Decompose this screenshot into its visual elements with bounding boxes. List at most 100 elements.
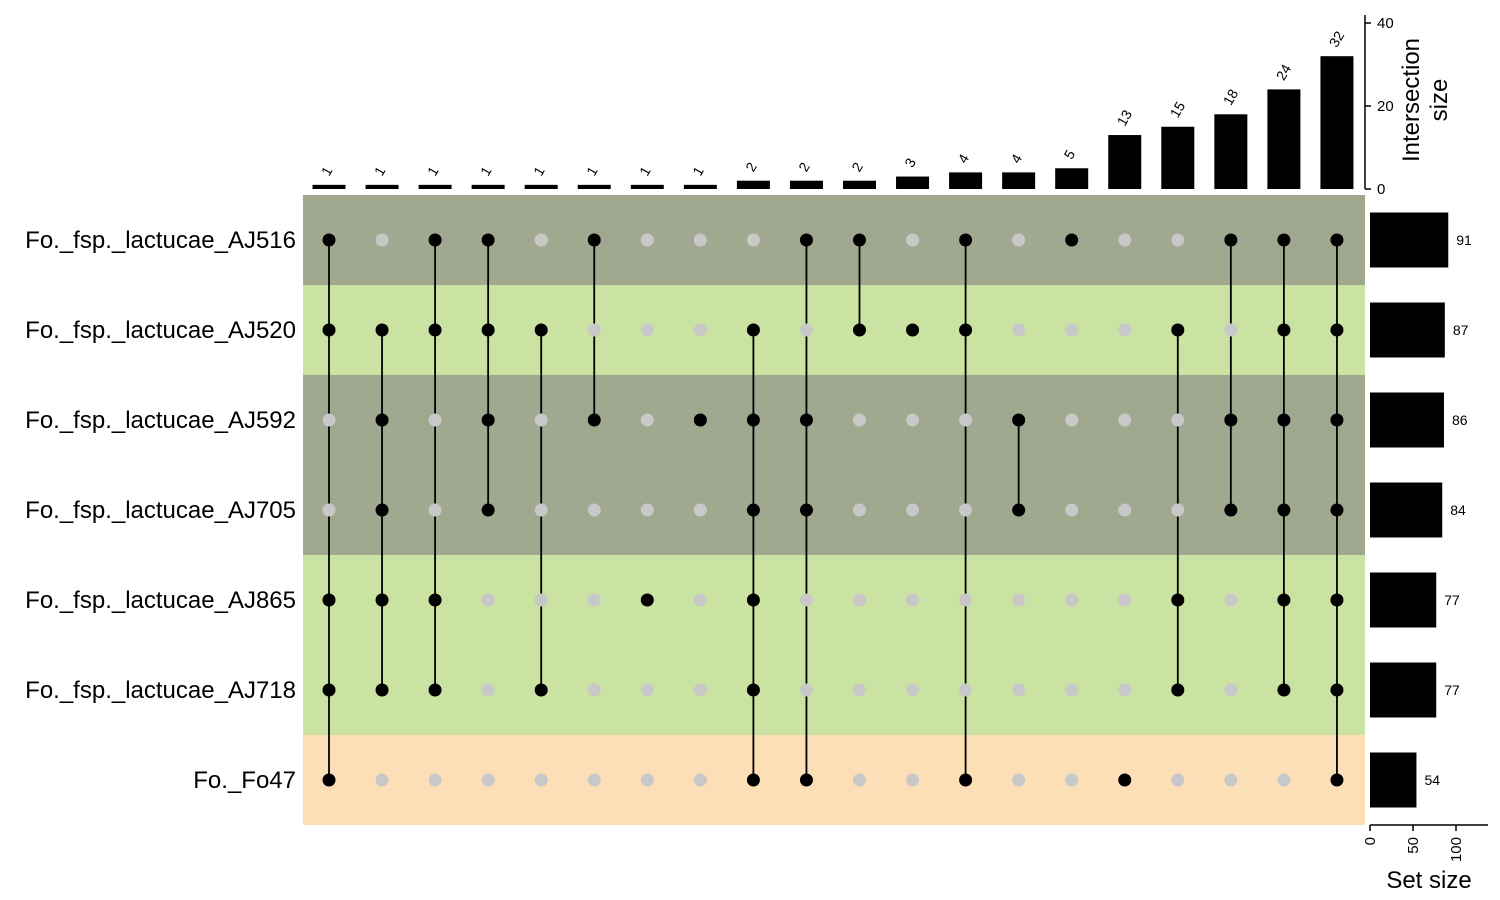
matrix-dot-inactive [1224,683,1238,697]
matrix-dot-inactive [428,413,442,427]
set-size-bar [1370,302,1445,358]
intersection-size-label: 24 [1273,61,1295,83]
matrix-dot-inactive [906,413,920,427]
intersection-bar [312,184,346,189]
matrix-dot-active [1277,233,1291,247]
set-size-label: 86 [1452,412,1468,428]
matrix-dot-inactive [1118,503,1132,517]
set-size-label: 77 [1444,682,1460,698]
set-band [303,285,1365,375]
set-size-bar [1370,482,1443,538]
set-size-label: 91 [1456,232,1472,248]
matrix-dot-inactive [959,503,973,517]
intersection-bar [1055,168,1089,189]
intersection-size-label: 1 [371,163,389,178]
matrix-dot-inactive [693,593,707,607]
set-size-bars: 91 87 86 84 77 77 54 [1370,212,1472,808]
intersection-size-label: 3 [901,155,919,170]
set-size-axis-tick-label: 50 [1405,837,1422,854]
set-label: Fo._fsp._lactucae_AJ705 [25,497,296,524]
matrix-dot-active [322,323,336,337]
matrix-dot-active [1012,413,1026,427]
intersection-matrix [322,233,1344,787]
set-label: Fo._fsp._lactucae_AJ865 [25,587,296,614]
intersection-bars: 1 1 1 1 1 1 1 1 2 2 2 3 4 4 5 13 15 18 24 32 [312,28,1354,190]
matrix-dot-active [1330,683,1344,697]
matrix-dot-inactive [1118,683,1132,697]
intersection-bar [843,180,876,189]
matrix-dot-active [1224,503,1238,517]
matrix-dot-inactive [1118,323,1132,337]
matrix-dot-inactive [587,593,601,607]
matrix-dot-active [853,323,866,337]
set-label: Fo._fsp._lactucae_AJ516 [25,227,296,254]
set-size-bar [1370,572,1437,628]
matrix-dot-inactive [1171,503,1185,517]
matrix-dot-active [1330,503,1344,517]
intersection-axis-tick-label: 40 [1377,15,1394,32]
matrix-dot-inactive [906,683,920,697]
matrix-dot-active [1224,233,1238,247]
matrix-dot-active [375,593,389,607]
matrix-dot-inactive [534,413,548,427]
matrix-dot-inactive [322,413,336,427]
matrix-dot-inactive [1171,413,1185,427]
matrix-dot-active [853,233,866,247]
matrix-dot-inactive [375,773,389,787]
matrix-dot-active [375,503,389,517]
matrix-dot-inactive [906,233,920,247]
matrix-dot-inactive [1012,323,1026,337]
matrix-dot-inactive [1012,233,1026,247]
matrix-dot-inactive [853,683,866,697]
matrix-dot-active [481,503,495,517]
matrix-dot-inactive [693,683,707,697]
set-band [303,195,1365,285]
matrix-dot-active [587,413,601,427]
matrix-dot-inactive [481,593,495,607]
matrix-dot-active [428,593,442,607]
matrix-dot-active [1330,593,1344,607]
set-label: Fo._fsp._lactucae_AJ592 [25,407,296,434]
intersection-axis-title-line-1: Intersection [1398,38,1425,162]
matrix-dot-inactive [906,593,920,607]
matrix-dot-inactive [693,233,707,247]
matrix-dot-active [375,323,389,337]
matrix-dot-active [534,683,548,697]
matrix-dot-inactive [481,683,495,697]
intersection-bar [1108,135,1142,189]
matrix-dot-active [746,413,760,427]
intersection-bar [471,184,505,189]
matrix-dot-active [1330,323,1344,337]
intersection-size-label: 2 [742,159,760,174]
set-band [303,645,1365,735]
intersection-axis-title-line-2: size [1426,79,1453,122]
matrix-dot-inactive [1118,233,1132,247]
matrix-dot-active [746,323,760,337]
matrix-dot-inactive [853,593,866,607]
matrix-dot-inactive [693,323,707,337]
set-size-bar [1370,662,1437,718]
intersection-bar [683,184,717,189]
set-band [303,375,1365,465]
matrix-dot-inactive [1065,593,1079,607]
matrix-dot-inactive [640,413,654,427]
set-size-axis-tick-label: 0 [1362,837,1379,845]
matrix-dot-active [746,773,760,787]
intersection-size-label: 4 [954,151,972,166]
set-band [303,555,1365,645]
matrix-dot-inactive [375,233,389,247]
matrix-dot-active [1330,773,1344,787]
intersection-size-label: 1 [530,163,548,178]
matrix-dot-inactive [746,233,760,247]
matrix-dot-inactive [906,503,920,517]
intersection-bar [577,184,611,189]
matrix-dot-active [693,413,707,427]
matrix-dot-active [1224,413,1238,427]
matrix-dot-active [1171,593,1185,607]
matrix-dot-inactive [1118,593,1132,607]
intersection-bar [1267,89,1301,189]
intersection-size-label: 13 [1113,107,1135,129]
matrix-dot-active [1277,323,1291,337]
set-bands [303,195,1365,825]
matrix-dot-active [1330,413,1344,427]
